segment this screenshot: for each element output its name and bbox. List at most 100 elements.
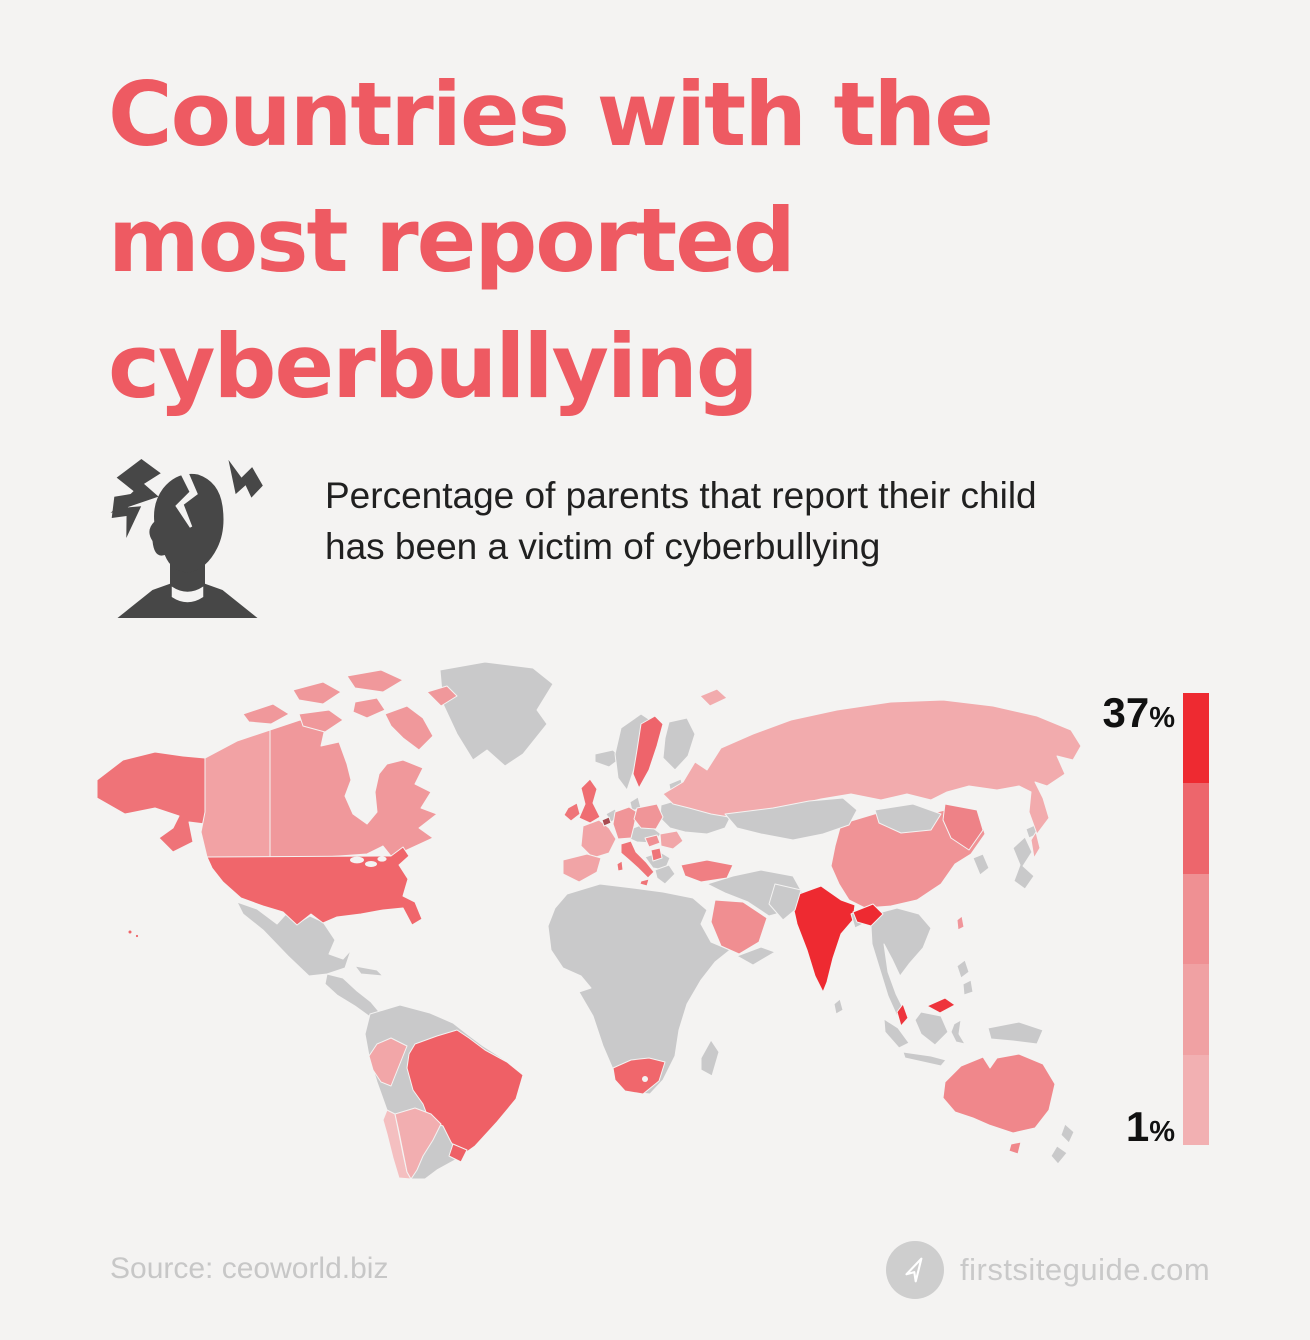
map-gray-overlays bbox=[724, 797, 942, 1017]
country-canada-west bbox=[200, 729, 271, 858]
region-borneo bbox=[914, 1011, 949, 1046]
great-lake-1 bbox=[350, 856, 364, 864]
region-sumatra bbox=[883, 1018, 910, 1049]
legend-max-label: 37% bbox=[1089, 692, 1175, 739]
brand-name: firstsiteguide.com bbox=[960, 1252, 1211, 1287]
map-water-details bbox=[350, 856, 648, 1082]
country-uk bbox=[578, 778, 601, 824]
legend-min-value: 1 bbox=[1125, 1103, 1150, 1150]
country-brazil bbox=[406, 1029, 524, 1157]
legend-segment-5 bbox=[1183, 1054, 1209, 1146]
region-iceland bbox=[594, 749, 622, 768]
legend-segment-4 bbox=[1183, 964, 1209, 1055]
region-se-asia bbox=[870, 907, 932, 1017]
region-finland bbox=[662, 717, 696, 771]
title-line-2: most reported bbox=[108, 189, 796, 292]
world-choropleth-map bbox=[85, 660, 1085, 1184]
great-lake-3 bbox=[377, 856, 387, 862]
country-australia bbox=[942, 1053, 1056, 1134]
legend-segment-2 bbox=[1183, 783, 1209, 874]
collar-shape bbox=[171, 586, 204, 603]
country-india bbox=[792, 885, 856, 993]
region-sri-lanka bbox=[833, 998, 844, 1015]
cyberbullying-stressed-head-icon bbox=[103, 453, 268, 618]
country-tasmania bbox=[1008, 1141, 1022, 1155]
lake-lesotho-notch bbox=[642, 1076, 648, 1082]
country-argentina bbox=[394, 1107, 442, 1180]
country-sweden bbox=[632, 715, 664, 789]
region-central-america bbox=[324, 973, 382, 1020]
country-taiwan bbox=[956, 915, 965, 931]
country-alaska bbox=[96, 751, 206, 853]
region-africa bbox=[547, 883, 731, 1095]
source-credit: Source: ceoworld.biz bbox=[110, 1252, 389, 1285]
head-crack-shape bbox=[175, 467, 198, 528]
chart-subtitle: Percentage of parents that report their … bbox=[325, 470, 1205, 572]
region-sulawesi bbox=[950, 1019, 966, 1045]
legend-max-unit: % bbox=[1149, 702, 1175, 734]
country-france bbox=[580, 819, 617, 859]
region-mexico bbox=[236, 901, 352, 977]
subtitle-line-1: Percentage of parents that report their … bbox=[325, 475, 1037, 516]
country-germany bbox=[612, 806, 638, 840]
region-philippines-2 bbox=[962, 979, 974, 996]
country-malaysia-peninsula bbox=[896, 1003, 909, 1027]
country-sakhalin bbox=[1030, 831, 1041, 859]
brand-footer: firstsiteguide.com bbox=[886, 1240, 1210, 1300]
country-serbia bbox=[650, 847, 663, 862]
head-shape bbox=[149, 473, 224, 573]
region-pakistan-afghanistan bbox=[768, 883, 802, 921]
great-lake-2 bbox=[365, 861, 377, 867]
title-line-3: cyberbullying bbox=[108, 315, 759, 418]
country-canada-arctic-islands bbox=[242, 669, 458, 751]
country-south-africa bbox=[612, 1057, 666, 1095]
country-poland bbox=[633, 803, 664, 830]
country-svalbard bbox=[699, 688, 728, 707]
region-cuba bbox=[354, 965, 384, 977]
region-madagascar bbox=[700, 1039, 720, 1077]
legend-max-value: 37 bbox=[1102, 689, 1150, 736]
legend-segment-1 bbox=[1183, 693, 1209, 784]
country-malaysia-borneo bbox=[926, 997, 956, 1014]
legend-min-unit: % bbox=[1149, 1116, 1175, 1148]
region-new-zealand-south bbox=[1050, 1145, 1068, 1165]
title-line-1: Countries with the bbox=[108, 63, 994, 166]
region-kazakhstan bbox=[724, 797, 858, 841]
country-hungary bbox=[644, 834, 661, 848]
country-canada bbox=[269, 719, 438, 858]
country-hawaii bbox=[127, 929, 140, 939]
region-mongolia bbox=[874, 803, 942, 834]
map-colored-top bbox=[852, 903, 965, 1027]
map-colored-countries bbox=[96, 669, 1082, 1180]
legend-segment-3 bbox=[1183, 873, 1209, 965]
country-china bbox=[830, 807, 986, 909]
country-uruguay bbox=[448, 1143, 468, 1163]
legend-color-scale bbox=[1183, 693, 1209, 1146]
paper-plane-icon bbox=[905, 1257, 923, 1283]
region-new-zealand-north bbox=[1060, 1123, 1075, 1144]
region-korea bbox=[972, 853, 990, 876]
country-peru bbox=[368, 1037, 408, 1087]
country-ireland bbox=[563, 802, 581, 822]
country-romania bbox=[659, 830, 684, 850]
page-title: Countries with the most reported cyberbull… bbox=[108, 52, 1208, 430]
region-greenland bbox=[439, 661, 554, 767]
country-usa bbox=[206, 846, 423, 926]
country-italy bbox=[616, 840, 655, 887]
region-new-guinea bbox=[987, 1021, 1044, 1045]
region-java bbox=[902, 1051, 947, 1067]
subtitle-line-2: has been a victim of cyberbullying bbox=[325, 526, 881, 567]
legend-min-label: 1% bbox=[1089, 1106, 1175, 1153]
region-japan bbox=[1012, 836, 1035, 890]
region-yemen-oman bbox=[736, 946, 776, 966]
brand-badge bbox=[886, 1241, 944, 1299]
country-spain bbox=[562, 853, 602, 883]
country-china-northeast bbox=[942, 803, 984, 851]
country-belgium bbox=[601, 816, 612, 827]
country-turkey bbox=[680, 859, 734, 883]
region-greece bbox=[654, 864, 676, 885]
country-india-northeast bbox=[852, 903, 884, 927]
country-saudi-arabia bbox=[710, 899, 768, 955]
region-philippines-1 bbox=[956, 959, 970, 979]
